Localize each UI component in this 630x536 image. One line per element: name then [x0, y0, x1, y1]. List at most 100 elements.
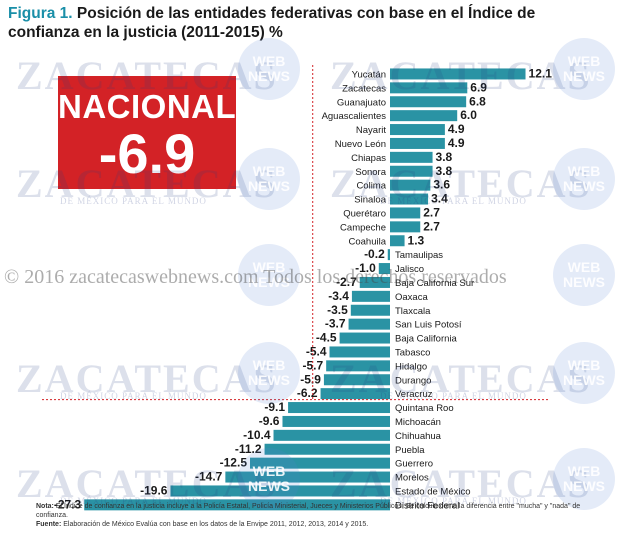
category-label: Tabasco — [395, 347, 430, 358]
value-label: 4.9 — [448, 122, 465, 136]
value-label: -10.4 — [243, 428, 271, 442]
bar — [359, 276, 390, 288]
category-label: Durango — [395, 375, 431, 386]
note-text: El Índice de confianza en la justicia in… — [36, 503, 581, 519]
nacional-value: -6.9 — [98, 122, 196, 185]
value-label: -19.6 — [140, 483, 168, 497]
category-label: Coahuila — [349, 236, 387, 247]
note-label: Nota: — [36, 503, 54, 510]
chart-notes: Nota: El Índice de confianza en la justi… — [36, 502, 596, 529]
bar — [390, 96, 467, 108]
bar — [329, 346, 390, 358]
bar — [323, 374, 390, 386]
value-label: -6.2 — [297, 386, 318, 400]
bar — [387, 249, 390, 261]
bar — [390, 235, 405, 247]
category-label: Zacatecas — [342, 83, 386, 94]
value-label: -3.7 — [325, 317, 346, 331]
category-label: Morelos — [395, 473, 429, 484]
figure-number: Figura 1. — [8, 5, 73, 22]
source-line: Fuente: Elaboración de México Evalúa con… — [36, 520, 596, 529]
bar — [273, 429, 390, 441]
category-label: Campeche — [340, 222, 386, 233]
category-label: Oaxaca — [395, 292, 428, 303]
category-label: Sonora — [355, 167, 386, 178]
value-label: -5.9 — [300, 372, 321, 386]
bar — [288, 402, 390, 414]
value-label: 3.6 — [433, 178, 450, 192]
category-label: Puebla — [395, 445, 425, 456]
value-label: 2.7 — [423, 205, 440, 219]
value-label: 2.7 — [423, 219, 440, 233]
bar — [84, 499, 391, 511]
bar — [326, 360, 390, 372]
value-label: -12.5 — [220, 456, 248, 470]
category-label: Colima — [356, 181, 386, 192]
bar — [390, 165, 433, 177]
category-label: Baja California — [395, 334, 457, 345]
value-label: -5.4 — [306, 344, 327, 358]
category-label: Veracruz — [395, 389, 433, 400]
bar — [348, 318, 390, 330]
bar — [390, 151, 433, 163]
bar — [390, 110, 458, 122]
bar — [264, 443, 390, 455]
category-label: Jalisco — [395, 264, 424, 275]
value-label: -27.3 — [54, 497, 82, 511]
category-label: Aguascalientes — [322, 111, 387, 122]
category-label: Michoacán — [395, 417, 441, 428]
category-label: Nuevo León — [335, 139, 386, 150]
category-label: Tamaulipas — [395, 250, 443, 261]
bar — [225, 471, 390, 483]
category-label: Chiapas — [351, 153, 386, 164]
value-label: -9.1 — [264, 400, 285, 414]
note-line: Nota: El Índice de confianza en la justi… — [36, 502, 596, 520]
category-label: San Luis Potosí — [395, 320, 462, 331]
category-label: Guerrero — [395, 459, 433, 470]
bar — [390, 221, 421, 233]
value-label: -4.5 — [316, 331, 337, 345]
bar — [250, 457, 390, 469]
category-label: Yucatán — [352, 69, 386, 80]
bar — [390, 193, 429, 205]
category-label: Nayarit — [356, 125, 386, 136]
category-label: Hidalgo — [395, 361, 427, 372]
category-label: Chihuahua — [395, 431, 442, 442]
value-label: 12.1 — [529, 66, 553, 80]
bar — [390, 82, 468, 94]
chart-title: Figura 1. Posición de las entidades fede… — [8, 4, 608, 42]
value-label: 6.9 — [470, 80, 487, 94]
bar — [390, 124, 445, 136]
bar — [170, 485, 390, 497]
bar — [390, 179, 431, 191]
value-label: -1.0 — [355, 261, 376, 275]
value-label: 6.8 — [469, 94, 486, 108]
bar — [378, 263, 390, 275]
category-label: Baja California Sur — [395, 278, 474, 289]
bar — [282, 415, 390, 427]
category-label: Estado de México — [395, 486, 471, 497]
value-label: -3.5 — [327, 303, 348, 317]
bar — [390, 68, 526, 80]
bar — [320, 388, 390, 400]
value-label: 4.9 — [448, 136, 465, 150]
category-label: Quintana Roo — [395, 403, 454, 414]
title-text: Posición de las entidades federativas co… — [8, 5, 536, 41]
value-label: -2.7 — [336, 275, 357, 289]
bar — [390, 137, 445, 149]
category-label: Querétaro — [343, 208, 386, 219]
value-label: 3.8 — [436, 164, 453, 178]
source-text: Elaboración de México Evalúa con base en… — [63, 521, 369, 528]
copyright-watermark: © 2016 zacatecaswebnews.com Todos los de… — [4, 266, 507, 288]
category-label: Sinaloa — [354, 195, 386, 206]
value-label: 6.0 — [460, 108, 477, 122]
bar — [339, 332, 390, 344]
category-label: Distrito Federal — [395, 500, 459, 511]
bar — [390, 207, 421, 219]
category-label: Tlaxcala — [395, 306, 431, 317]
value-label: 3.4 — [431, 192, 448, 206]
bar — [351, 290, 390, 302]
nacional-label: NACIONAL — [58, 88, 237, 125]
nacional-box: NACIONAL -6.9 — [58, 76, 236, 189]
